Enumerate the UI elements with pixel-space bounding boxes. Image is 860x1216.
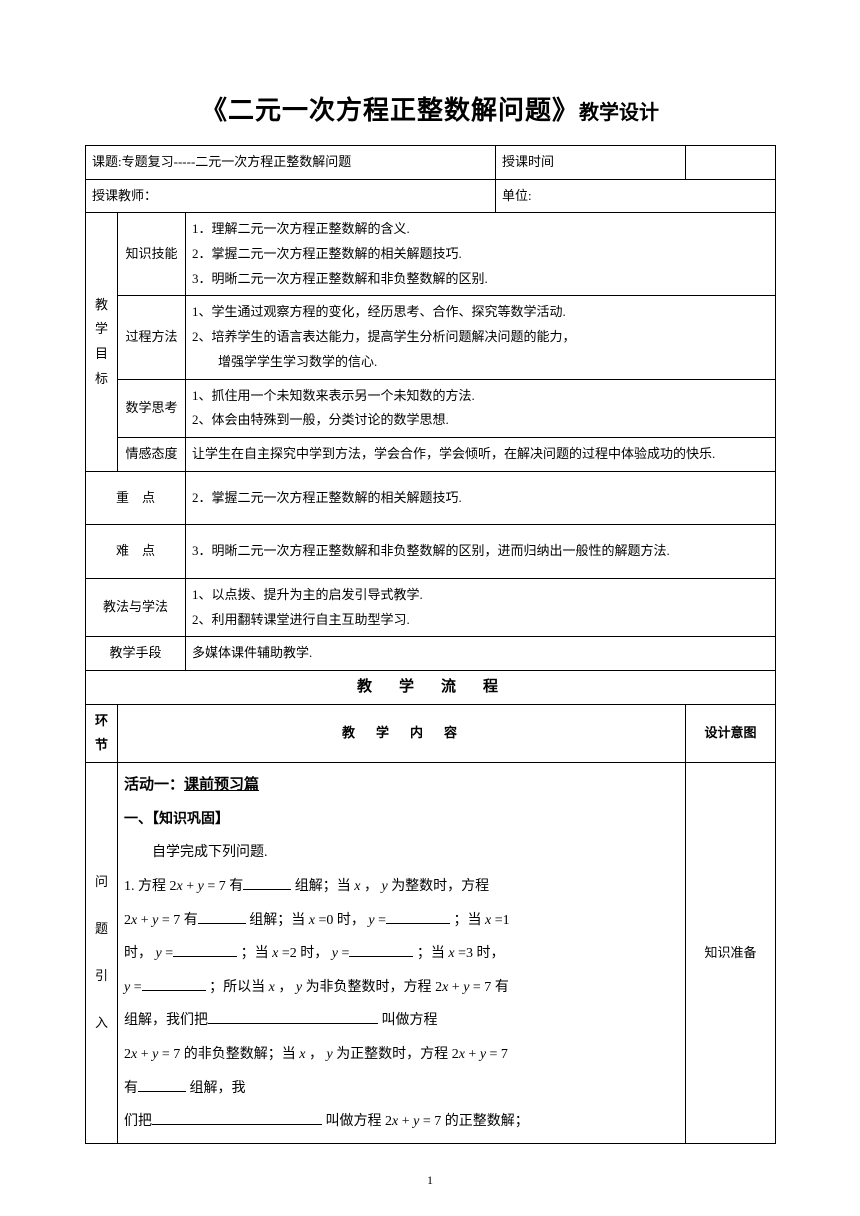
think-label: 数学思考: [118, 379, 186, 437]
method-row: 教法与学法 1、以点拨、提升为主的启发引导式教学. 2、利用翻转课堂进行自主互助…: [86, 578, 776, 636]
intent-text: 知识准备: [686, 762, 776, 1143]
title-quoted: 《二元一次方程正整数解问题》: [201, 96, 579, 125]
method-label: 教法与学法: [86, 578, 186, 636]
header-row-1: 课题:专题复习-----二元一次方程正整数解问题 授课时间: [86, 146, 776, 180]
flow-head-content: 教 学 内 容: [118, 704, 686, 762]
blank: [138, 1077, 186, 1092]
blank: [243, 875, 291, 890]
knowledge-label: 知识技能: [118, 213, 186, 296]
keypoint-text: 2．掌握二元一次方程正整数解的相关解题技巧.: [186, 471, 776, 525]
equation: 2x + y = 7: [170, 879, 226, 894]
flow-title-row: 教 学 流 程: [86, 671, 776, 705]
section-head: 一、【知识巩固】: [124, 803, 679, 837]
flow-title: 教 学 流 程: [86, 671, 776, 705]
blank: [152, 1110, 322, 1125]
keypoint-label: 重 点: [86, 471, 186, 525]
obj-attitude-row: 情感态度 让学生在自主探究中学到方法，学会合作，学会倾听，在解决问题的过程中体验…: [86, 437, 776, 471]
process-label: 过程方法: [118, 296, 186, 379]
means-row: 教学手段 多媒体课件辅助教学.: [86, 637, 776, 671]
think-text: 1、抓住用一个未知数来表示另一个未知数的方法. 2、体会由特殊到一般，分类讨论的…: [186, 379, 776, 437]
math-paragraph: 1. 方程 2x + y = 7 有 组解；当 x ， y 为整数时，方程 2x…: [124, 870, 679, 1139]
equation: 2x + y = 7: [435, 980, 491, 995]
equation: 2x + y = 7: [124, 913, 180, 928]
topic-value: 专题复习-----二元一次方程正整数解问题: [122, 154, 352, 169]
flow-head-stage: 环节: [86, 704, 118, 762]
objectives-group-label: 教 学 目 标: [86, 213, 118, 471]
difficulty-label: 难 点: [86, 525, 186, 579]
means-label: 教学手段: [86, 637, 186, 671]
unit-label: 单位:: [496, 179, 776, 213]
title-suffix: 教学设计: [579, 102, 659, 124]
blank: [349, 942, 413, 957]
intro-line: 自学完成下列问题.: [124, 836, 679, 870]
time-label: 授课时间: [496, 146, 686, 180]
teacher-label: 授课教师：: [86, 179, 496, 213]
flow-head-row: 环节 教 学 内 容 设计意图: [86, 704, 776, 762]
activity-title: 活动一：课前预习篇: [124, 767, 679, 803]
blank: [142, 976, 206, 991]
blank: [198, 909, 246, 924]
difficulty-row: 难 点 3．明晰二元一次方程正整数解和非负整数解的区别，进而归纳出一般性的解题方…: [86, 525, 776, 579]
means-text: 多媒体课件辅助教学.: [186, 637, 776, 671]
blank: [173, 942, 237, 957]
obj-knowledge-row: 教 学 目 标 知识技能 1．理解二元一次方程正整数解的含义. 2．掌握二元一次…: [86, 213, 776, 296]
difficulty-text: 3．明晰二元一次方程正整数解和非负整数解的区别，进而归纳出一般性的解题方法.: [186, 525, 776, 579]
equation: 2x + y = 7: [452, 1047, 508, 1062]
blank: [208, 1009, 378, 1024]
attitude-label: 情感态度: [118, 437, 186, 471]
activity-row: 问 题 引 入 活动一：课前预习篇 一、【知识巩固】 自学完成下列问题. 1. …: [86, 762, 776, 1143]
lesson-plan-table: 课题:专题复习-----二元一次方程正整数解问题 授课时间 授课教师： 单位: …: [85, 145, 776, 1144]
equation: 2x + y = 7: [385, 1114, 441, 1129]
process-text: 1、学生通过观察方程的变化，经历思考、合作、探究等数学活动. 2、培养学生的语言…: [186, 296, 776, 379]
topic-label: 课题:: [92, 154, 122, 169]
equation: 2x + y = 7: [124, 1047, 180, 1062]
time-value: [686, 146, 776, 180]
header-row-2: 授课教师： 单位:: [86, 179, 776, 213]
flow-head-intent: 设计意图: [686, 704, 776, 762]
page-title: 《二元一次方程正整数解问题》教学设计: [85, 90, 775, 127]
activity-content: 活动一：课前预习篇 一、【知识巩固】 自学完成下列问题. 1. 方程 2x + …: [118, 762, 686, 1143]
knowledge-text: 1．理解二元一次方程正整数解的含义. 2．掌握二元一次方程正整数解的相关解题技巧…: [186, 213, 776, 296]
keypoint-row: 重 点 2．掌握二元一次方程正整数解的相关解题技巧.: [86, 471, 776, 525]
obj-process-row: 过程方法 1、学生通过观察方程的变化，经历思考、合作、探究等数学活动. 2、培养…: [86, 296, 776, 379]
method-text: 1、以点拨、提升为主的启发引导式教学. 2、利用翻转课堂进行自主互助型学习.: [186, 578, 776, 636]
page-number: 1: [0, 1173, 860, 1188]
blank: [386, 909, 450, 924]
obj-think-row: 数学思考 1、抓住用一个未知数来表示另一个未知数的方法. 2、体会由特殊到一般，…: [86, 379, 776, 437]
attitude-text: 让学生在自主探究中学到方法，学会合作，学会倾听，在解决问题的过程中体验成功的快乐…: [186, 437, 776, 471]
stage-label: 问 题 引 入: [86, 762, 118, 1143]
topic-cell: 课题:专题复习-----二元一次方程正整数解问题: [86, 146, 496, 180]
